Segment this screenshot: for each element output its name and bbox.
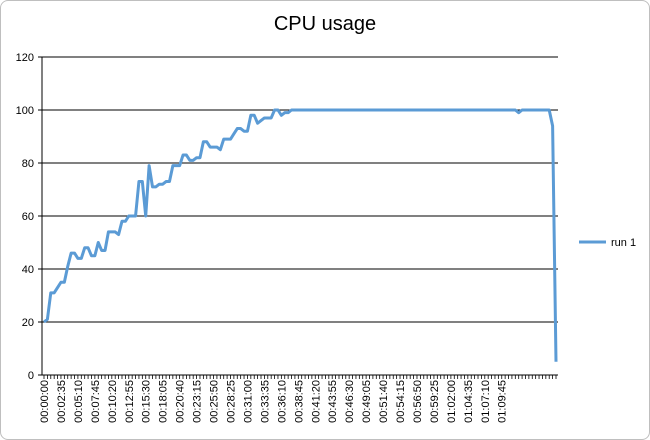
x-tick-label: 00:38:45 (293, 380, 305, 423)
legend: run 1 (579, 237, 636, 249)
y-axis-ticks: 0 20 40 60 80 100 120 (16, 52, 34, 382)
x-tick-label: 00:00:00 (39, 380, 51, 423)
x-tick-label: 00:23:15 (192, 380, 204, 423)
x-tick-label: 00:15:30 (141, 380, 153, 423)
x-tick-label: 00:46:30 (344, 380, 356, 423)
x-tick-label: 00:12:55 (124, 380, 136, 423)
y-tick-label: 100 (16, 105, 34, 117)
gridlines (42, 56, 558, 323)
x-tick-label: 01:09:45 (497, 380, 509, 423)
x-tick-label: 01:07:10 (480, 380, 492, 423)
x-tick-label: 00:33:35 (259, 380, 271, 423)
legend-label-run-1: run 1 (611, 237, 636, 249)
x-tick-label: 00:49:05 (361, 380, 373, 423)
x-tick-label: 00:25:50 (209, 380, 221, 423)
x-tick-label: 00:02:35 (56, 380, 68, 423)
y-tick-label: 0 (28, 370, 34, 382)
axes (38, 56, 558, 379)
x-tick-label: 00:28:25 (225, 380, 237, 423)
x-tick-label: 00:56:50 (412, 380, 424, 423)
x-tick-label: 00:18:05 (158, 380, 170, 423)
y-tick-label: 60 (22, 211, 34, 223)
x-tick-label: 00:59:25 (429, 380, 441, 423)
x-tick-label: 01:02:00 (446, 380, 458, 423)
chart-title: CPU usage (273, 13, 377, 35)
x-tick-label: 00:41:20 (310, 380, 322, 423)
x-tick-label: 00:05:10 (73, 380, 85, 423)
x-tick-label: 00:51:40 (378, 380, 390, 423)
x-tick-label: 00:54:15 (395, 380, 407, 423)
x-axis-ticks: 00:00:00 00:02:35 00:05:10 00:07:45 00:10:20… (39, 380, 509, 423)
y-tick-label: 80 (22, 158, 34, 170)
x-tick-label: 00:36:10 (276, 380, 288, 423)
series-layer (43, 108, 558, 362)
x-tick-label: 00:20:40 (175, 380, 187, 423)
y-tick-label: 120 (16, 52, 34, 64)
x-tick-label: 01:04:35 (463, 380, 475, 423)
x-tick-label: 00:07:45 (90, 380, 102, 423)
x-tick-label: 00:10:20 (107, 380, 119, 423)
series-line-run-1 (43, 108, 558, 362)
y-tick-label: 40 (22, 264, 34, 276)
x-tick-label: 00:31:00 (242, 380, 254, 423)
y-tick-label: 20 (22, 317, 34, 329)
x-tick-label: 00:43:55 (327, 380, 339, 423)
